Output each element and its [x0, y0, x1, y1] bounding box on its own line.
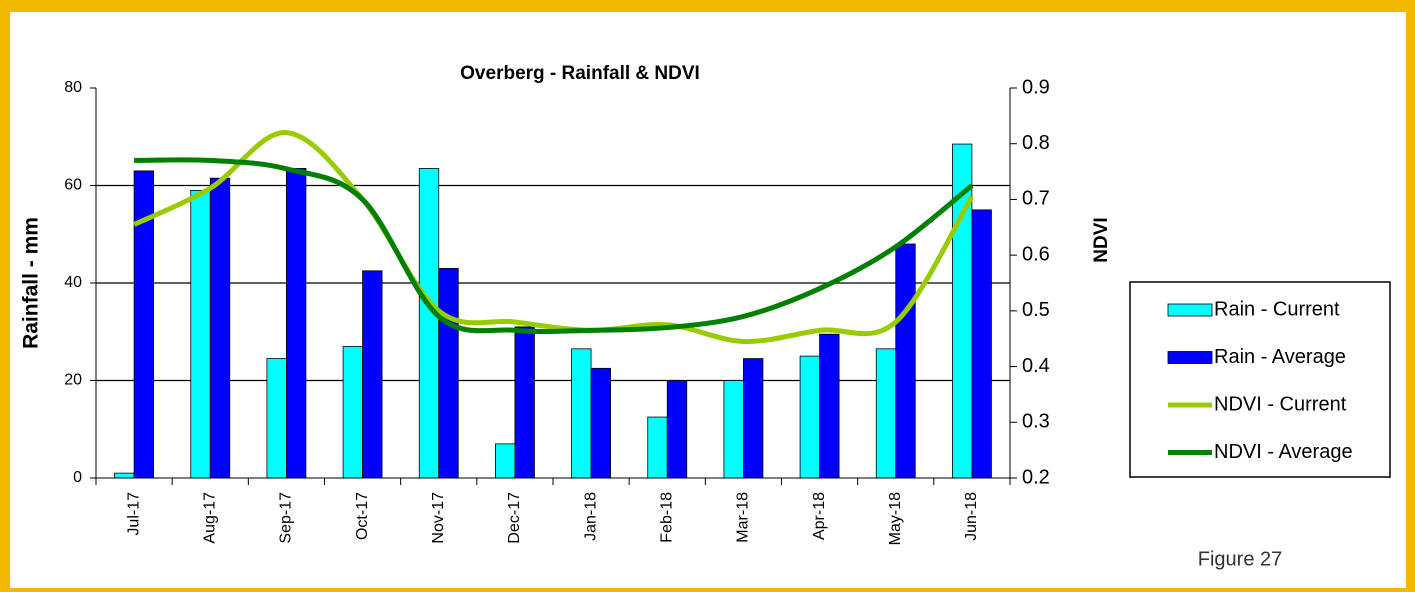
x-tick-label: Mar-18	[735, 492, 752, 543]
bar	[190, 189, 211, 479]
y2-axis-label: NDVI	[1091, 217, 1112, 262]
y-axis-label: Rainfall - mm	[20, 217, 43, 349]
y2-tick-label: 0.3	[1022, 411, 1050, 433]
x-tick-label: Aug-17	[201, 492, 218, 544]
bar	[799, 355, 820, 479]
y2-tick-label: 0.5	[1022, 299, 1050, 321]
legend-swatch	[1167, 303, 1213, 317]
bar	[723, 380, 744, 479]
chart-title: Overberg - Rainfall & NDVI	[460, 63, 700, 84]
bar	[362, 270, 383, 479]
y2-tick-label: 0.6	[1022, 243, 1050, 265]
y2-tick-label: 0.7	[1022, 188, 1050, 210]
y-tick-label: 40	[64, 274, 82, 291]
legend-label: Rain - Current	[1214, 298, 1340, 320]
bar	[590, 367, 611, 479]
legend-swatch	[1167, 351, 1213, 364]
legend-label: NDVI - Average	[1214, 441, 1353, 463]
y-tick-label: 60	[64, 177, 82, 194]
bar	[647, 416, 668, 479]
bar	[266, 358, 287, 479]
y-tick-label: 80	[64, 79, 82, 96]
bar	[895, 243, 916, 479]
bar	[114, 472, 135, 479]
x-tick-label: Feb-18	[658, 492, 675, 543]
figure-caption: Figure 27	[1198, 548, 1283, 570]
bar	[342, 345, 363, 479]
y-tick-label: 20	[64, 372, 82, 389]
x-tick-label: May-18	[887, 492, 904, 545]
bar	[418, 168, 440, 479]
x-tick-label: Jul-17	[125, 492, 142, 536]
bar	[666, 380, 688, 479]
bar	[438, 267, 459, 479]
legend-label: Rain - Average	[1214, 346, 1346, 368]
bar	[875, 348, 897, 479]
x-tick-label: Apr-18	[811, 492, 828, 540]
line	[133, 130, 975, 345]
bar	[495, 443, 516, 479]
bar	[571, 348, 592, 479]
x-tick-label: Nov-17	[430, 492, 447, 544]
bar	[971, 209, 992, 479]
x-tick-label: Sep-17	[278, 492, 295, 544]
y2-tick-label: 0.9	[1022, 76, 1050, 98]
bar	[209, 177, 231, 479]
bar	[514, 326, 535, 479]
y2-tick-label: 0.4	[1022, 355, 1050, 377]
x-tick-label: Oct-17	[354, 492, 371, 540]
y-tick-label: 0	[73, 469, 82, 486]
bar	[743, 358, 764, 479]
line	[134, 157, 974, 334]
y2-tick-label: 0.2	[1022, 466, 1050, 488]
x-tick-label: Jan-18	[582, 492, 599, 541]
bar	[286, 168, 307, 479]
x-tick-label: Dec-17	[506, 492, 523, 544]
bar	[819, 333, 840, 479]
x-tick-label: Jun-18	[963, 492, 980, 541]
y2-tick-label: 0.8	[1022, 132, 1050, 154]
legend-label: NDVI - Current	[1214, 393, 1347, 415]
